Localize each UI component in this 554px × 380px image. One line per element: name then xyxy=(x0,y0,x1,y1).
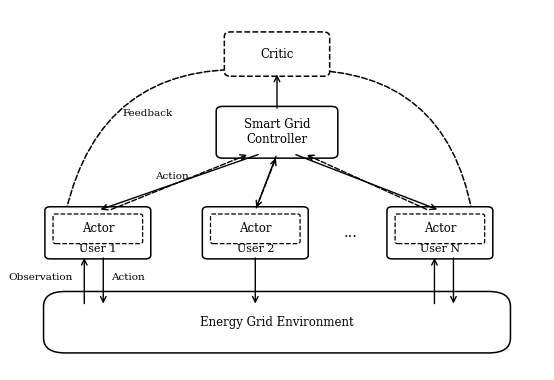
Text: Observation: Observation xyxy=(8,273,73,282)
FancyBboxPatch shape xyxy=(395,214,485,244)
FancyBboxPatch shape xyxy=(202,207,308,259)
FancyBboxPatch shape xyxy=(216,106,338,158)
Text: Energy Grid Environment: Energy Grid Environment xyxy=(200,316,354,329)
Text: Actor: Actor xyxy=(239,222,271,235)
FancyBboxPatch shape xyxy=(224,32,330,76)
FancyBboxPatch shape xyxy=(45,207,151,259)
Text: Action: Action xyxy=(155,173,188,182)
Text: User N: User N xyxy=(420,244,460,254)
FancyBboxPatch shape xyxy=(387,207,493,259)
Text: User 1: User 1 xyxy=(79,244,116,254)
Text: User 2: User 2 xyxy=(237,244,274,254)
Text: Critic: Critic xyxy=(260,48,294,60)
Text: Actor: Actor xyxy=(424,222,456,235)
FancyBboxPatch shape xyxy=(53,214,142,244)
Text: ...: ... xyxy=(343,226,357,240)
FancyBboxPatch shape xyxy=(44,291,510,353)
Text: Smart Grid
Controller: Smart Grid Controller xyxy=(244,118,310,146)
Text: Action: Action xyxy=(111,273,145,282)
Text: Actor: Actor xyxy=(81,222,114,235)
FancyBboxPatch shape xyxy=(211,214,300,244)
Text: Feedback: Feedback xyxy=(122,109,172,118)
